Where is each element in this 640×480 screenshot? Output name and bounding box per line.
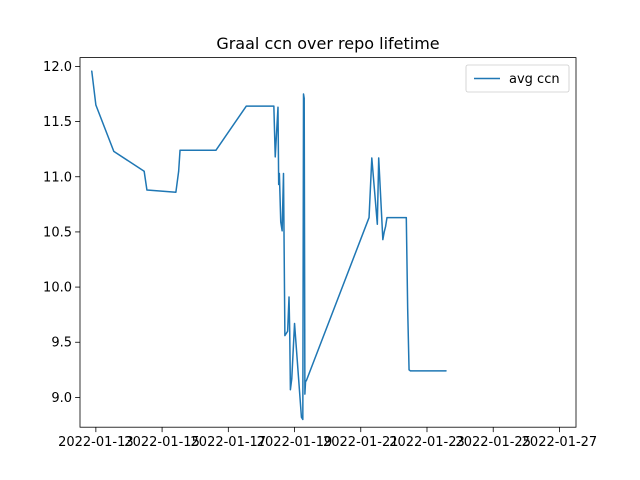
data-point bbox=[445, 370, 447, 372]
data-point bbox=[273, 105, 275, 107]
data-point bbox=[302, 418, 304, 420]
y-tick-label: 11.5 bbox=[43, 115, 72, 130]
y-tick-label: 9.0 bbox=[51, 391, 72, 406]
data-point bbox=[278, 183, 280, 185]
data-point bbox=[289, 330, 291, 332]
x-axis: 2022-01-132022-01-152022-01-172022-01-19… bbox=[58, 427, 597, 450]
data-point bbox=[278, 172, 280, 174]
data-point bbox=[91, 70, 93, 72]
series-line bbox=[90, 70, 447, 421]
legend-box bbox=[465, 64, 570, 93]
series-layer bbox=[90, 70, 447, 421]
data-point bbox=[368, 217, 370, 219]
data-point bbox=[294, 322, 296, 324]
data-point bbox=[409, 370, 411, 372]
y-tick-label: 10.0 bbox=[43, 281, 72, 296]
y-tick-label: 12.0 bbox=[43, 60, 72, 75]
data-point bbox=[95, 104, 97, 106]
data-point bbox=[444, 370, 446, 372]
data-point bbox=[303, 97, 305, 99]
data-point bbox=[382, 239, 384, 241]
data-point bbox=[408, 369, 410, 371]
data-point bbox=[215, 149, 217, 151]
y-axis: 9.0 9.5 10.0 10.5 11.0 11.5 12.0 bbox=[43, 60, 80, 406]
data-point bbox=[305, 380, 307, 382]
y-tick-label: 11.0 bbox=[43, 170, 72, 185]
x-tick-label: 2022-01-17 bbox=[191, 435, 267, 450]
data-point bbox=[405, 217, 407, 219]
data-point bbox=[245, 105, 247, 107]
legend-label: avg ccn bbox=[509, 72, 560, 87]
data-point bbox=[277, 106, 279, 108]
data-point bbox=[113, 150, 115, 152]
x-tick-label: 2022-01-25 bbox=[455, 435, 531, 450]
data-point bbox=[280, 221, 282, 223]
data-point bbox=[175, 191, 177, 193]
data-point bbox=[284, 335, 286, 337]
x-tick-label: 2022-01-15 bbox=[124, 435, 200, 450]
data-point bbox=[385, 225, 387, 227]
data-point bbox=[445, 370, 447, 372]
x-tick-label: 2022-01-21 bbox=[323, 435, 399, 450]
data-point bbox=[305, 380, 307, 382]
data-point bbox=[386, 217, 388, 219]
data-point bbox=[287, 330, 289, 332]
data-point bbox=[303, 93, 305, 95]
data-point bbox=[146, 189, 148, 191]
data-point bbox=[289, 389, 291, 391]
data-point bbox=[178, 170, 180, 172]
data-point bbox=[283, 172, 284, 174]
data-point bbox=[288, 296, 290, 298]
data-point bbox=[376, 223, 378, 225]
y-tick-label: 9.5 bbox=[51, 336, 72, 351]
data-point bbox=[291, 378, 293, 380]
data-point bbox=[281, 230, 283, 232]
data-point bbox=[274, 156, 276, 158]
legend: avg ccn bbox=[465, 64, 570, 93]
y-tick-label: 10.5 bbox=[43, 225, 72, 240]
data-point bbox=[371, 157, 373, 159]
data-point bbox=[411, 370, 413, 372]
data-point bbox=[304, 393, 306, 395]
chart-title: Graal ccn over repo lifetime bbox=[216, 34, 439, 53]
data-point bbox=[143, 170, 145, 172]
data-point bbox=[383, 231, 385, 233]
axes-frame bbox=[79, 57, 577, 428]
data-point bbox=[179, 149, 181, 151]
x-tick-label: 2022-01-13 bbox=[58, 435, 134, 450]
x-tick-label: 2022-01-23 bbox=[389, 435, 465, 450]
data-point bbox=[300, 416, 302, 418]
data-point bbox=[407, 308, 409, 310]
x-tick-label: 2022-01-27 bbox=[522, 435, 598, 450]
data-point bbox=[378, 157, 380, 159]
x-tick-label: 2022-01-19 bbox=[257, 435, 333, 450]
